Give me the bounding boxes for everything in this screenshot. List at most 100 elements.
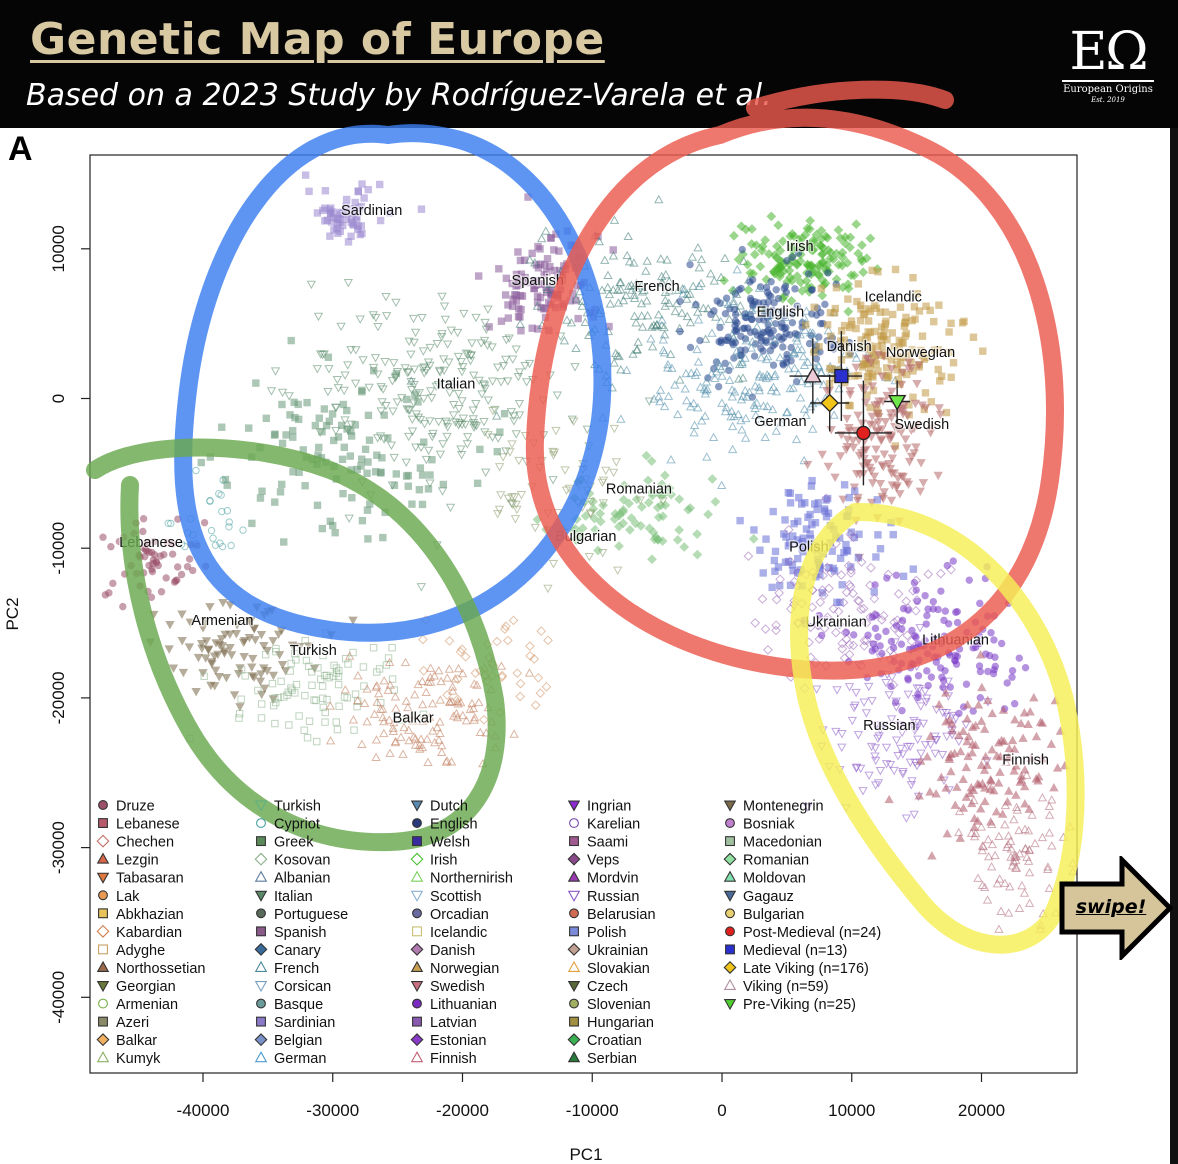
sample-point (814, 499, 822, 507)
legend-marker (567, 942, 581, 956)
sample-point (496, 428, 504, 436)
sample-point (321, 708, 329, 717)
sample-point (815, 611, 823, 620)
sample-point (427, 698, 438, 708)
sample-point (457, 644, 467, 655)
sample-point (994, 924, 1004, 933)
sample-point (444, 697, 455, 706)
sample-point (595, 508, 606, 519)
sample-point (755, 315, 763, 324)
sample-point (420, 438, 428, 446)
sample-point (530, 523, 540, 533)
sample-point (682, 395, 692, 405)
sample-point (1020, 781, 1030, 791)
logo-mark: EΩ (1069, 22, 1148, 82)
sample-point (504, 314, 513, 322)
sample-point (458, 668, 468, 678)
sample-point (861, 354, 872, 363)
sample-point (548, 447, 558, 457)
sample-point (154, 561, 162, 570)
sample-point (514, 248, 522, 256)
sample-point (692, 300, 700, 309)
legend-marker (254, 960, 268, 972)
sample-point (1008, 673, 1016, 681)
sample-point (664, 285, 675, 295)
sample-point (686, 260, 694, 269)
sample-point (844, 683, 855, 692)
sample-point (858, 603, 869, 614)
sample-point (570, 363, 580, 372)
sample-point (487, 343, 497, 352)
sample-point (767, 278, 775, 286)
sample-point (866, 562, 876, 573)
sample-point (257, 700, 266, 708)
sample-point (804, 270, 813, 278)
sample-point (692, 549, 703, 560)
sample-point (262, 414, 271, 423)
sample-point (373, 370, 383, 379)
sample-point (266, 387, 277, 396)
sample-point (912, 633, 920, 641)
sample-point (775, 574, 785, 585)
sample-point (371, 468, 380, 476)
sample-point (847, 317, 856, 325)
sample-point (976, 760, 987, 769)
sample-point (845, 493, 853, 502)
sample-point (210, 682, 220, 691)
sample-point (698, 303, 709, 313)
sample-point (748, 534, 759, 544)
sample-point (865, 233, 876, 244)
sample-point (200, 617, 210, 626)
legend-label: Slovenian (587, 997, 651, 1013)
sample-point (909, 424, 919, 434)
sample-point (842, 414, 852, 424)
sample-point (1011, 802, 1022, 811)
sample-point (469, 421, 480, 430)
sample-point (185, 618, 195, 628)
sample-point (772, 286, 780, 294)
swipe-label[interactable]: swipe! (1075, 896, 1147, 918)
sample-point (741, 224, 751, 235)
sample-point (898, 750, 908, 759)
swipe-arrow-button[interactable] (1058, 856, 1174, 960)
brand-logo: EΩ European Origins Est. 2019 (1058, 26, 1158, 104)
sample-point (933, 471, 943, 481)
sample-point (305, 187, 313, 196)
sample-point (879, 450, 889, 459)
sample-point (854, 553, 863, 562)
sample-point (878, 342, 886, 350)
sample-point (332, 664, 341, 672)
sample-point (517, 327, 525, 335)
sample-point (425, 672, 436, 682)
sample-point (971, 828, 981, 838)
sample-point (817, 249, 827, 260)
sample-point (416, 734, 426, 743)
sample-point (967, 739, 978, 749)
sample-point (288, 426, 297, 435)
legend-label: Lebanese (116, 817, 180, 833)
sample-point (416, 583, 427, 592)
sample-point (842, 540, 850, 549)
sample-point (652, 534, 663, 545)
sample-point (791, 434, 802, 444)
sample-point (641, 450, 652, 461)
sample-point (783, 364, 794, 373)
sample-point (982, 895, 993, 904)
legend-label: Lak (116, 889, 140, 905)
legend-marker (96, 960, 110, 972)
sample-point (710, 496, 721, 507)
sample-point (808, 286, 816, 294)
sample-point (425, 343, 435, 353)
sample-point (479, 418, 489, 427)
legend-label: Icelandic (430, 925, 487, 941)
sample-point (923, 569, 934, 580)
sample-point (843, 547, 852, 555)
sample-point (608, 251, 619, 260)
sample-point (809, 333, 819, 343)
sample-point (826, 567, 837, 578)
sample-point (872, 611, 881, 619)
sample-point (301, 171, 310, 179)
sample-point (883, 335, 891, 344)
sample-point (871, 624, 880, 633)
sample-point (497, 670, 508, 681)
